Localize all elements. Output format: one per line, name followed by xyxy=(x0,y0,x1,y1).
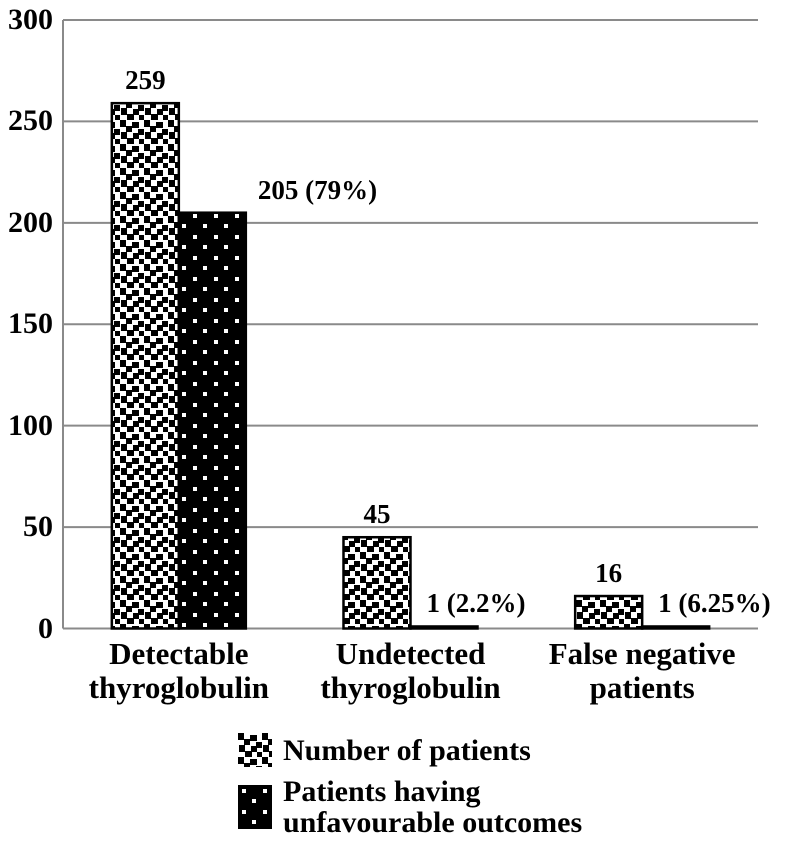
x-category-label-group1: Undetected thyroglobulin xyxy=(320,635,501,705)
bar-label-series2-group2: 1 (6.25%) xyxy=(658,588,771,619)
y-tick-label-150: 150 xyxy=(8,307,53,341)
chart-legend: Number of patients Patients having unfav… xyxy=(238,733,582,847)
y-tick-label-100: 100 xyxy=(8,408,53,442)
bar-label-series1-group0: 259 xyxy=(125,65,166,96)
bar-layer xyxy=(110,101,711,630)
y-tick-label-50: 50 xyxy=(23,510,53,544)
bar-series2-group1 xyxy=(409,625,479,630)
legend-label-line2: unfavourable outcomes xyxy=(283,806,583,839)
legend-label: Patients having unfavourable outcomes xyxy=(283,776,582,838)
x-category-label-group0: Detectable thyroglobulin xyxy=(88,635,269,705)
bar-series1-group0 xyxy=(110,101,181,630)
y-tick-label-300: 300 xyxy=(8,3,53,36)
bar-series2-group2 xyxy=(640,625,711,630)
bar-series1-group1 xyxy=(342,535,412,630)
x-category-label-group2: False negative patients xyxy=(548,635,736,705)
squares-pattern-swatch xyxy=(238,733,272,767)
bar-series1-group2 xyxy=(573,594,644,630)
legend-item-number-of-patients: Number of patients xyxy=(238,733,582,767)
dots-pattern-swatch xyxy=(238,785,272,829)
y-tick-label-0: 0 xyxy=(38,611,53,645)
y-tick-label-200: 200 xyxy=(8,205,53,239)
bar-label-series1-group2: 16 xyxy=(595,558,623,589)
y-tick-label-250: 250 xyxy=(8,104,53,138)
bar-label-series2-group0: 205 (79%) xyxy=(257,174,378,205)
legend-label: Number of patients xyxy=(283,733,531,767)
bar-label-series2-group1: 1 (2.2%) xyxy=(426,588,526,619)
bar-series2-group0 xyxy=(177,211,248,630)
legend-label-line1: Patients having xyxy=(283,775,481,808)
bar-label-series1-group1: 45 xyxy=(363,499,391,530)
legend-item-unfavourable-outcomes: Patients having unfavourable outcomes xyxy=(238,776,582,838)
